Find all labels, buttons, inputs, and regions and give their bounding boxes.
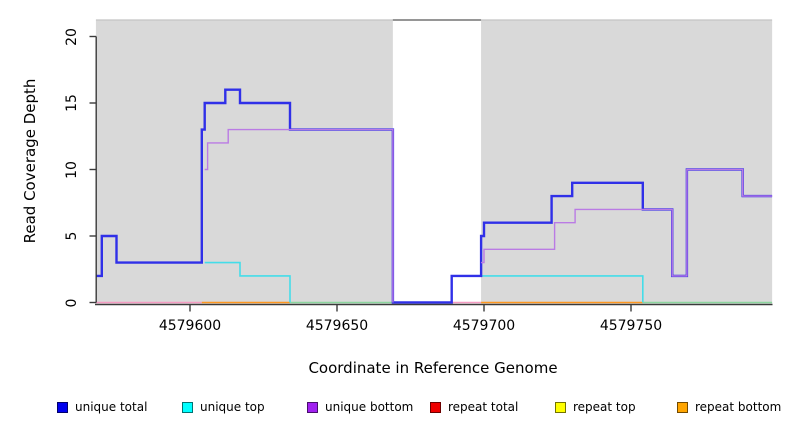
legend-swatch-icon: [677, 401, 688, 413]
y-tick-label: 15: [64, 94, 80, 112]
series-unique-bottom: [481, 168, 773, 277]
x-tick-label: 4579650: [305, 318, 369, 334]
legend-swatch-icon: [430, 401, 441, 413]
legend-label: unique bottom: [325, 400, 414, 414]
y-tick-label: 0: [64, 298, 80, 307]
y-tick-label: 5: [64, 231, 80, 241]
series-unique-bottom: [204, 128, 394, 303]
legend-item-unique-total: unique total: [57, 400, 147, 414]
legend-item-unique-bottom: unique bottom: [307, 400, 413, 414]
legend-label: repeat total: [448, 400, 519, 414]
gray-band-right: [481, 20, 773, 304]
legend-item-repeat-total: repeat total: [430, 400, 518, 414]
legend-item-repeat-top: repeat top: [555, 400, 636, 414]
series-unique-top: [481, 275, 644, 303]
legend-label: unique top: [200, 400, 265, 414]
series-unique-top: [204, 261, 291, 303]
y-tick-label: 10: [64, 160, 80, 179]
y-tick-label: 20: [64, 27, 80, 46]
legend-swatch-icon: [57, 401, 68, 413]
legend-label: unique total: [75, 400, 148, 414]
gray-band-left: [95, 20, 393, 304]
x-tick-label: 4579750: [599, 318, 663, 334]
legend-label: repeat top: [573, 400, 636, 414]
legend-label: repeat bottom: [695, 400, 782, 414]
x-axis-title: Coordinate in Reference Genome: [308, 359, 558, 377]
x-tick-label: 4579700: [452, 318, 516, 334]
y-axis-title: Read Coverage Depth: [21, 78, 39, 244]
legend-swatch-icon: [555, 401, 566, 413]
legend-swatch-icon: [182, 401, 193, 413]
legend-item-unique-top: unique top: [182, 400, 265, 414]
legend-swatch-icon: [307, 401, 318, 413]
x-tick-label: 4579600: [158, 318, 222, 334]
legend-item-repeat-bottom: repeat bottom: [677, 400, 781, 414]
